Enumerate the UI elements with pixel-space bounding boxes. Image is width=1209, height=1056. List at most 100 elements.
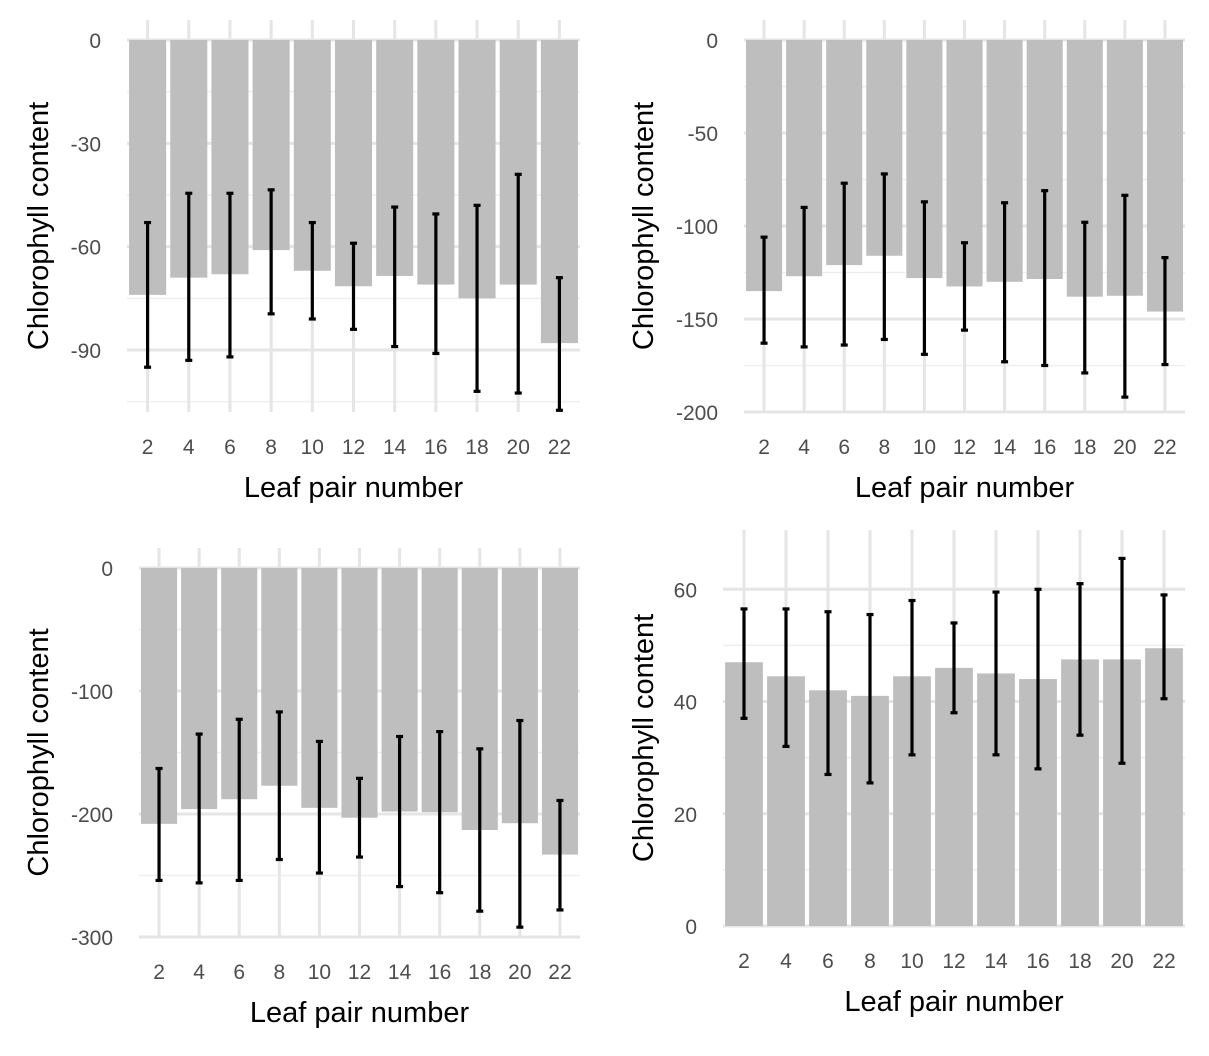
x-tick-label: 2 <box>142 436 154 459</box>
x-tick-label: 16 <box>1033 436 1056 459</box>
error-bar-6 <box>226 191 234 359</box>
error-bar-12 <box>356 776 363 859</box>
x-tick-label: 6 <box>822 950 834 973</box>
error-bar-18 <box>476 747 484 913</box>
y-tick-label: 40 <box>674 692 697 715</box>
chart-panel-top-left: 0 -30 -60 -90 2 4 6 8 10 12 14 16 18 20 22 Leaf pair nu… <box>23 20 580 504</box>
error-bar-6 <box>840 181 848 347</box>
error-bar-14 <box>391 205 399 349</box>
x-tick-label: 8 <box>265 436 277 459</box>
x-tick-label: 18 <box>1068 950 1091 973</box>
y-tick-label: -200 <box>676 402 718 425</box>
error-bar-10 <box>908 598 916 757</box>
y-tick-label: -90 <box>71 340 101 363</box>
error-bar-22 <box>1160 593 1168 701</box>
y-tick-label: 20 <box>674 804 697 827</box>
chart-panel-bottom-right: 0 20 40 60 2 4 6 8 10 12 14 16 18 20 22 Leaf pair numbe… <box>628 530 1185 1018</box>
bar-12 <box>341 568 378 818</box>
x-tick-label: 16 <box>428 961 451 984</box>
x-tick-label: 4 <box>193 961 205 984</box>
y-tick-label: -100 <box>71 681 113 704</box>
x-tick-label: 4 <box>780 950 792 973</box>
error-bar-16 <box>432 212 440 356</box>
error-bar-6 <box>235 717 243 883</box>
x-tick-label: 6 <box>838 436 850 459</box>
y-axis-title: Chlorophyll content <box>23 102 55 350</box>
x-tick-label: 4 <box>798 436 810 459</box>
error-bar-10 <box>308 220 316 321</box>
error-bar-10 <box>315 739 323 875</box>
y-tick-label: -50 <box>688 123 718 146</box>
x-tick-label: 20 <box>1110 950 1133 973</box>
x-tick-label: 10 <box>301 436 324 459</box>
error-bar-20 <box>514 172 522 395</box>
error-bar-4 <box>782 607 790 749</box>
y-tick-label: 0 <box>706 30 718 53</box>
bars <box>725 648 1183 926</box>
y-tick-label: 0 <box>89 30 101 53</box>
x-tick-label: 22 <box>1153 436 1176 459</box>
x-tick-label: 14 <box>388 961 412 984</box>
error-bar-22 <box>1161 256 1169 367</box>
error-bars <box>155 710 564 929</box>
x-axis-title: Leaf pair number <box>844 986 1064 1018</box>
x-tick-label: 22 <box>548 961 571 984</box>
x-tick-label: 8 <box>878 436 890 459</box>
error-bar-4 <box>195 732 203 885</box>
x-tick-label: 18 <box>465 436 488 459</box>
y-tick-label: 60 <box>674 579 697 602</box>
y-tick-label: -150 <box>676 309 718 332</box>
x-axis-title: Leaf pair number <box>244 472 464 504</box>
x-tick-label: 20 <box>1113 436 1136 459</box>
error-bar-4 <box>185 191 193 362</box>
x-axis-title: Leaf pair number <box>855 472 1075 504</box>
x-axis-title: Leaf pair number <box>250 997 470 1029</box>
x-tick-label: 8 <box>864 950 876 973</box>
y-tick-label: -200 <box>71 804 113 827</box>
x-tick-label: 6 <box>224 436 236 459</box>
y-tick-label: -60 <box>71 237 101 260</box>
error-bar-22 <box>556 798 564 912</box>
x-tick-label: 2 <box>153 961 165 984</box>
error-bar-14 <box>1001 201 1009 364</box>
error-bar-16 <box>436 729 444 895</box>
error-bars <box>144 172 563 412</box>
error-bar-22 <box>555 276 563 412</box>
x-tick-label: 20 <box>507 436 530 459</box>
x-tick-label: 10 <box>900 950 923 973</box>
error-bars <box>760 172 1169 399</box>
x-tick-label: 16 <box>424 436 447 459</box>
x-tick-label: 22 <box>548 436 571 459</box>
error-bar-8 <box>275 710 283 862</box>
x-tick-label: 2 <box>758 436 770 459</box>
error-bar-4 <box>800 205 808 349</box>
error-bar-14 <box>396 734 404 889</box>
x-tick-label: 12 <box>348 961 371 984</box>
x-tick-label: 4 <box>183 436 195 459</box>
x-tick-label: 2 <box>738 950 750 973</box>
x-tick-label: 6 <box>233 961 245 984</box>
error-bar-18 <box>1081 220 1089 375</box>
error-bar-20 <box>516 718 524 929</box>
y-axis-title: Chlorophyll content <box>628 102 660 350</box>
x-tick-label: 14 <box>383 436 407 459</box>
error-bar-14 <box>992 590 1000 757</box>
error-bar-2 <box>155 766 163 883</box>
x-tick-label: 12 <box>942 950 965 973</box>
error-bar-2 <box>760 235 768 345</box>
y-tick-label: 0 <box>101 558 113 581</box>
error-bar-16 <box>1041 189 1049 368</box>
x-tick-label: 16 <box>1026 950 1049 973</box>
chart-panel-top-right: 0 -50 -100 -150 -200 2 4 6 8 10 12 14 16 18 20 22 Leaf p… <box>628 20 1185 504</box>
y-tick-label: -300 <box>71 927 113 950</box>
error-bar-16 <box>1034 587 1042 771</box>
y-axis-title: Chlorophyll content <box>628 614 660 862</box>
error-bar-8 <box>880 172 888 342</box>
error-bar-2 <box>144 220 152 369</box>
error-bar-10 <box>920 200 928 356</box>
x-tick-label: 8 <box>273 961 285 984</box>
error-bar-8 <box>267 188 275 316</box>
x-tick-label: 14 <box>993 436 1017 459</box>
x-tick-label: 10 <box>913 436 936 459</box>
x-tick-label: 10 <box>308 961 331 984</box>
